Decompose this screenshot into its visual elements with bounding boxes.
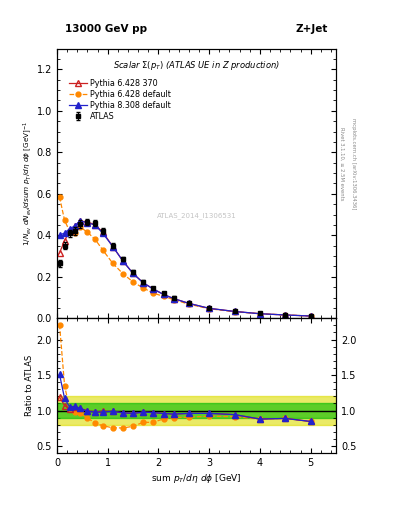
Pythia 6.428 default xyxy=(77,224,82,230)
Pythia 8.308 default xyxy=(72,223,77,229)
Text: Scalar $\Sigma(p_T)$ (ATLAS UE in Z production): Scalar $\Sigma(p_T)$ (ATLAS UE in Z prod… xyxy=(113,59,280,72)
Pythia 6.428 default xyxy=(257,311,262,317)
Pythia 6.428 default xyxy=(131,279,136,285)
Pythia 6.428 default xyxy=(67,228,72,234)
Pythia 6.428 370 xyxy=(57,250,62,256)
Pythia 6.428 default xyxy=(232,309,237,315)
Pythia 6.428 default xyxy=(85,229,90,236)
Pythia 6.428 370 xyxy=(121,258,125,264)
Pythia 8.308 default xyxy=(62,230,67,236)
Y-axis label: Ratio to ATLAS: Ratio to ATLAS xyxy=(25,355,34,416)
Pythia 8.308 default xyxy=(257,311,262,317)
Text: mcplots.cern.ch [arXiv:1306.3436]: mcplots.cern.ch [arXiv:1306.3436] xyxy=(351,118,356,209)
Pythia 6.428 default xyxy=(308,313,313,319)
Text: 13000 GeV pp: 13000 GeV pp xyxy=(65,24,147,34)
Legend: Pythia 6.428 370, Pythia 6.428 default, Pythia 8.308 default, ATLAS: Pythia 6.428 370, Pythia 6.428 default, … xyxy=(66,77,173,124)
Pythia 8.308 default xyxy=(171,295,176,302)
Pythia 6.428 default xyxy=(93,236,97,242)
X-axis label: sum $p_T/d\eta\ d\phi$ [GeV]: sum $p_T/d\eta\ d\phi$ [GeV] xyxy=(151,472,242,485)
Pythia 6.428 370 xyxy=(72,223,77,229)
Pythia 6.428 default xyxy=(100,247,105,253)
Pythia 8.308 default xyxy=(121,258,125,264)
Pythia 6.428 370 xyxy=(161,291,166,297)
Pythia 6.428 370 xyxy=(187,300,191,306)
Pythia 8.308 default xyxy=(100,230,105,236)
Pythia 6.428 370 xyxy=(283,312,288,318)
Pythia 8.308 default xyxy=(67,226,72,232)
Pythia 8.308 default xyxy=(161,291,166,297)
Pythia 8.308 default xyxy=(110,243,115,249)
Line: Pythia 6.428 default: Pythia 6.428 default xyxy=(57,195,313,318)
Pythia 6.428 default xyxy=(110,260,115,266)
Pythia 6.428 370 xyxy=(232,308,237,314)
Pythia 6.428 default xyxy=(57,194,62,200)
Pythia 6.428 default xyxy=(161,293,166,300)
Pythia 6.428 370 xyxy=(62,238,67,244)
Line: Pythia 6.428 370: Pythia 6.428 370 xyxy=(57,218,314,319)
Line: Pythia 8.308 default: Pythia 8.308 default xyxy=(57,218,314,319)
Pythia 6.428 370 xyxy=(131,270,136,276)
Text: Rivet 3.1.10, ≥ 2.5M events: Rivet 3.1.10, ≥ 2.5M events xyxy=(339,127,344,201)
Pythia 8.308 default xyxy=(141,280,145,286)
Y-axis label: $1/N_{ev}\ dN_{ev}/dsum\ p_T/d\eta\ d\phi\ [\mathrm{GeV}]^{-1}$: $1/N_{ev}\ dN_{ev}/dsum\ p_T/d\eta\ d\ph… xyxy=(21,121,34,246)
Pythia 6.428 default xyxy=(121,271,125,277)
Pythia 8.308 default xyxy=(187,300,191,306)
Pythia 6.428 default xyxy=(187,301,191,307)
Text: ATLAS_2014_I1306531: ATLAS_2014_I1306531 xyxy=(157,212,236,219)
Pythia 8.308 default xyxy=(207,305,211,311)
Pythia 6.428 370 xyxy=(77,218,82,224)
Pythia 6.428 370 xyxy=(110,243,115,249)
Pythia 6.428 370 xyxy=(93,222,97,228)
Pythia 8.308 default xyxy=(93,222,97,228)
Pythia 8.308 default xyxy=(57,232,62,238)
Pythia 6.428 370 xyxy=(257,311,262,317)
Pythia 8.308 default xyxy=(283,312,288,318)
Pythia 6.428 370 xyxy=(308,313,313,319)
Pythia 8.308 default xyxy=(131,270,136,276)
Pythia 6.428 370 xyxy=(100,229,105,235)
Pythia 6.428 370 xyxy=(141,280,145,286)
Pythia 8.308 default xyxy=(151,286,156,292)
Pythia 6.428 default xyxy=(283,312,288,318)
Pythia 8.308 default xyxy=(85,220,90,226)
Pythia 6.428 370 xyxy=(67,228,72,234)
Pythia 6.428 default xyxy=(151,290,156,296)
Pythia 6.428 370 xyxy=(171,295,176,302)
Pythia 6.428 default xyxy=(72,230,77,237)
Pythia 6.428 370 xyxy=(151,286,156,292)
Pythia 6.428 370 xyxy=(207,305,211,311)
Pythia 8.308 default xyxy=(308,313,313,319)
Text: Z+Jet: Z+Jet xyxy=(295,24,328,34)
Pythia 8.308 default xyxy=(232,308,237,314)
Pythia 6.428 370 xyxy=(85,219,90,225)
Pythia 6.428 default xyxy=(207,306,211,312)
Pythia 6.428 default xyxy=(141,285,145,291)
Pythia 8.308 default xyxy=(77,218,82,224)
Pythia 6.428 default xyxy=(171,296,176,303)
Pythia 6.428 default xyxy=(62,217,67,223)
